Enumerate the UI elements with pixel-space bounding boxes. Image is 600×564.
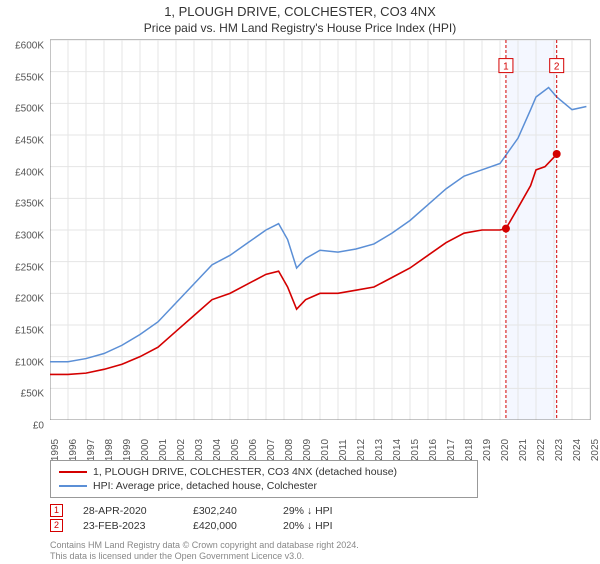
x-axis-label: 2023 (554, 439, 565, 461)
legend-text: HPI: Average price, detached house, Colc… (93, 480, 317, 492)
legend-swatch (59, 471, 87, 473)
y-axis-label: £400K (15, 167, 44, 178)
x-axis-label: 2003 (194, 439, 205, 461)
x-axis-label: 2024 (572, 439, 583, 461)
chart-subtitle: Price paid vs. HM Land Registry's House … (0, 21, 600, 35)
transactions-table: 1 28-APR-2020 £302,240 29% ↓ HPI 2 23-FE… (50, 502, 333, 534)
txn-price: £420,000 (193, 520, 263, 532)
txn-delta: 29% ↓ HPI (283, 505, 333, 517)
x-axis-label: 2008 (284, 439, 295, 461)
x-axis-label: 2020 (500, 439, 511, 461)
y-axis-labels: £0£50K£100K£150K£200K£250K£300K£350K£400… (0, 46, 48, 426)
x-axis-label: 2002 (176, 439, 187, 461)
y-axis-label: £350K (15, 199, 44, 210)
footnote-line: This data is licensed under the Open Gov… (50, 551, 304, 561)
transaction-row: 1 28-APR-2020 £302,240 29% ↓ HPI (50, 504, 333, 517)
x-axis-label: 2016 (428, 439, 439, 461)
legend-item: HPI: Average price, detached house, Colc… (59, 479, 469, 493)
x-axis-label: 1999 (122, 439, 133, 461)
chart-container: 1, PLOUGH DRIVE, COLCHESTER, CO3 4NX Pri… (0, 4, 600, 564)
txn-date: 28-APR-2020 (83, 505, 173, 517)
y-axis-label: £300K (15, 231, 44, 242)
txn-price: £302,240 (193, 505, 263, 517)
marker-badge: 1 (50, 504, 63, 517)
x-axis-label: 2019 (482, 439, 493, 461)
y-axis-label: £200K (15, 294, 44, 305)
chart-title: 1, PLOUGH DRIVE, COLCHESTER, CO3 4NX (0, 4, 600, 19)
svg-text:1: 1 (503, 62, 509, 73)
x-axis-label: 2014 (392, 439, 403, 461)
x-axis-label: 2005 (230, 439, 241, 461)
chart-svg: 12 (50, 40, 590, 420)
txn-date: 23-FEB-2023 (83, 520, 173, 532)
x-axis-label: 1995 (50, 439, 61, 461)
y-axis-label: £250K (15, 262, 44, 273)
x-axis-label: 2007 (266, 439, 277, 461)
txn-delta: 20% ↓ HPI (283, 520, 333, 532)
y-axis-label: £450K (15, 136, 44, 147)
x-axis-label: 2022 (536, 439, 547, 461)
legend-text: 1, PLOUGH DRIVE, COLCHESTER, CO3 4NX (de… (93, 466, 397, 478)
x-axis-label: 2010 (320, 439, 331, 461)
y-axis-label: £150K (15, 326, 44, 337)
y-axis-label: £50K (21, 389, 44, 400)
x-axis-label: 2006 (248, 439, 259, 461)
x-axis-label: 2001 (158, 439, 169, 461)
x-axis-label: 2018 (464, 439, 475, 461)
x-axis-label: 2013 (374, 439, 385, 461)
x-axis-label: 2015 (410, 439, 421, 461)
x-axis-label: 1997 (86, 439, 97, 461)
y-axis-label: £550K (15, 72, 44, 83)
legend-item: 1, PLOUGH DRIVE, COLCHESTER, CO3 4NX (de… (59, 465, 469, 479)
x-axis-label: 2004 (212, 439, 223, 461)
footnote: Contains HM Land Registry data © Crown c… (50, 540, 359, 562)
x-axis-labels: 1995 1996 1997 1998 1999 2000 2001 2002 2003 2004… (50, 428, 590, 458)
x-axis-label: 1998 (104, 439, 115, 461)
legend: 1, PLOUGH DRIVE, COLCHESTER, CO3 4NX (de… (50, 460, 478, 498)
x-axis-label: 2000 (140, 439, 151, 461)
x-axis-label: 2009 (302, 439, 313, 461)
footnote-line: Contains HM Land Registry data © Crown c… (50, 540, 359, 550)
y-axis-label: £600K (15, 41, 44, 52)
legend-swatch (59, 485, 87, 487)
x-axis-label: 2012 (356, 439, 367, 461)
transaction-row: 2 23-FEB-2023 £420,000 20% ↓ HPI (50, 519, 333, 532)
plot-area: 12 (50, 39, 591, 420)
x-axis-label: 2025 (590, 439, 600, 461)
x-axis-label: 2017 (446, 439, 457, 461)
x-axis-label: 2021 (518, 439, 529, 461)
y-axis-label: £500K (15, 104, 44, 115)
x-axis-label: 2011 (338, 439, 349, 461)
y-axis-label: £100K (15, 357, 44, 368)
svg-text:2: 2 (554, 62, 560, 73)
x-axis-label: 1996 (68, 439, 79, 461)
marker-badge: 2 (50, 519, 63, 532)
y-axis-label: £0 (33, 421, 44, 432)
